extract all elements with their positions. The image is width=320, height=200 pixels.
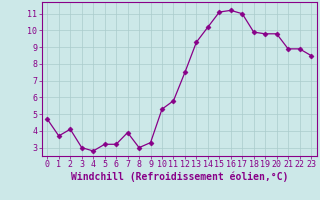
X-axis label: Windchill (Refroidissement éolien,°C): Windchill (Refroidissement éolien,°C) [70,172,288,182]
